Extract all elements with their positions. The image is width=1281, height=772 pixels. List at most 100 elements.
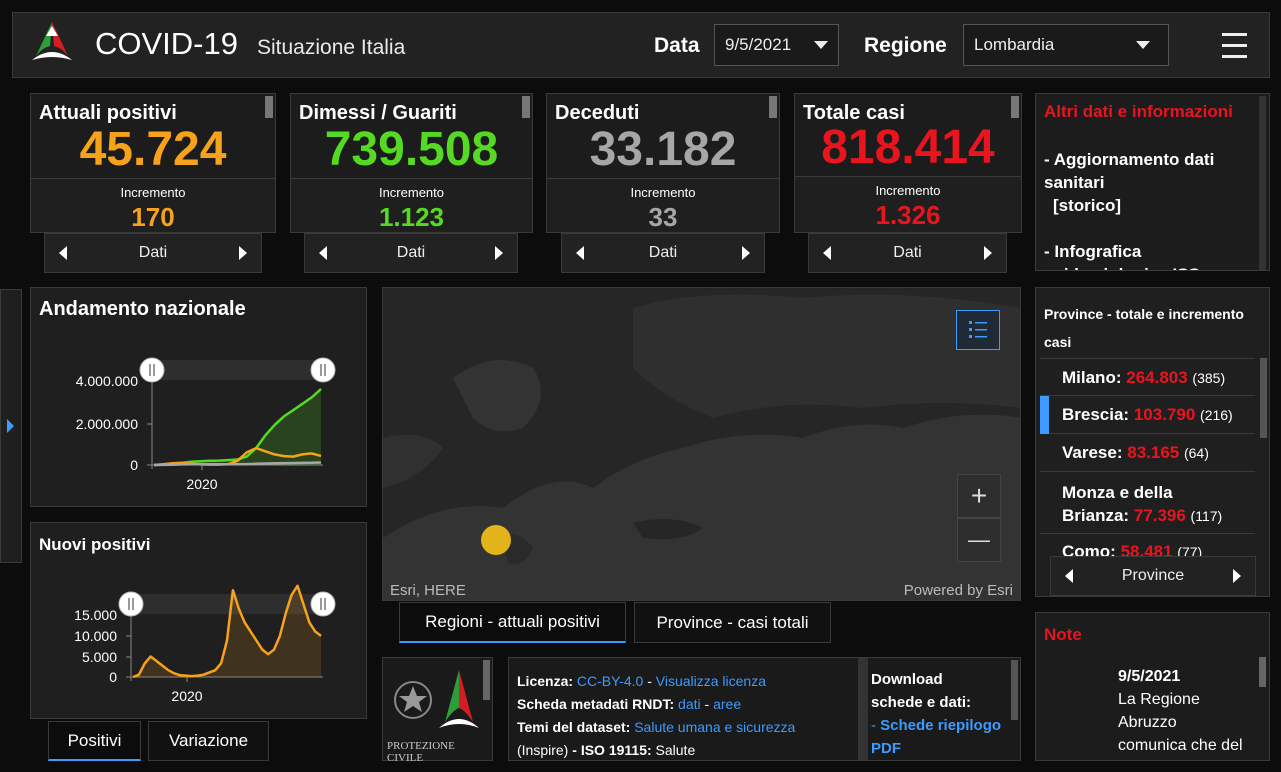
inspire-text: (Inspire): [517, 742, 569, 758]
y-tick-label: 10.000: [74, 628, 117, 644]
province-item-milano[interactable]: Milano: 264.803 (385): [1040, 358, 1255, 396]
tab-province-casi-totali[interactable]: Province - casi totali: [634, 602, 831, 643]
separator: -: [647, 673, 652, 689]
info-link-aggiornamento[interactable]: - Aggiornamento dati sanitari [storico]: [1044, 148, 1214, 217]
province-title-line: casi: [1044, 334, 1072, 350]
scrollbar[interactable]: [265, 96, 273, 118]
province-nav: Province: [1050, 556, 1256, 596]
date-select[interactable]: 9/5/2021: [714, 24, 839, 66]
prev-arrow-icon[interactable]: [1065, 569, 1073, 583]
license-view-link[interactable]: Visualizza licenza: [655, 673, 767, 689]
prev-arrow-icon[interactable]: [823, 246, 831, 260]
scrollbar[interactable]: [858, 658, 868, 760]
region-select[interactable]: Lombardia: [963, 24, 1169, 66]
prev-arrow-icon[interactable]: [576, 246, 584, 260]
region-marker[interactable]: [481, 525, 511, 555]
menu-icon[interactable]: [1222, 33, 1247, 66]
increment-value: 170: [131, 202, 175, 232]
next-arrow-icon[interactable]: [238, 246, 247, 260]
province-item-varese[interactable]: Varese: 83.165 (64): [1040, 434, 1255, 472]
province-title-line: Province - totale e incremento: [1044, 306, 1244, 322]
series-line: [132, 584, 322, 679]
stat-value: 818.414: [821, 121, 995, 174]
scrollbar[interactable]: [769, 96, 777, 118]
separator: -: [704, 696, 710, 712]
province-value: 83.165: [1127, 443, 1180, 462]
province-item-brescia[interactable]: Brescia: 103.790 (216): [1040, 396, 1255, 434]
themes-label: Temi del dataset:: [517, 719, 631, 735]
side-panel-toggle[interactable]: [0, 289, 22, 563]
download-pdf-link[interactable]: PDF: [871, 740, 901, 757]
province-value: 264.803: [1126, 368, 1188, 387]
iso-value: Salute: [655, 742, 696, 758]
stat-title: Attuali positivi: [39, 102, 177, 124]
range-slider-handle[interactable]: [139, 357, 165, 383]
y-tick-label: 15.000: [74, 607, 117, 623]
stat-nav-totale: Dati: [808, 233, 1007, 273]
y-tick-label: 0: [109, 669, 117, 685]
increment-label: Incremento: [630, 185, 696, 200]
x-tick-label: 2020: [171, 688, 202, 704]
range-slider-handle[interactable]: [310, 357, 336, 383]
province-name: Brianza:: [1062, 506, 1130, 525]
emblem-logo: [394, 670, 479, 728]
zoom-in-button[interactable]: +: [957, 474, 1001, 518]
selection-indicator: [1040, 396, 1049, 434]
y-tick-label: 4.000.000: [76, 373, 138, 389]
tab-regioni-attuali-positivi[interactable]: Regioni - attuali positivi: [399, 602, 626, 643]
increment-label: Incremento: [875, 183, 941, 198]
scrollbar[interactable]: [522, 96, 530, 118]
province-item-monza[interactable]: Monza e della Brianza: 77.396 (117): [1040, 472, 1255, 534]
scrollbar[interactable]: [1011, 96, 1019, 118]
metadata-aree-link[interactable]: aree: [713, 696, 742, 712]
area-chart: 15.000 10.000 5.000 0 2020: [74, 584, 336, 704]
range-slider-handle[interactable]: [310, 591, 336, 617]
region-label: Regione: [864, 34, 947, 57]
province-item-como[interactable]: Como: 58.481 (77): [1040, 534, 1255, 558]
chart-title: Nuovi positivi: [39, 535, 151, 554]
zoom-out-button[interactable]: —: [957, 518, 1001, 562]
scrollbar[interactable]: [1011, 660, 1018, 720]
stat-value: 739.508: [324, 123, 499, 176]
download-pdf-link[interactable]: Schede riepilogo: [880, 717, 1002, 734]
series-line: [153, 461, 322, 467]
scrollbar[interactable]: [1259, 96, 1266, 270]
province-increment: (77): [1177, 544, 1203, 558]
series-area: [133, 585, 321, 677]
license-label: Licenza:: [517, 673, 574, 689]
prev-arrow-icon[interactable]: [59, 246, 67, 260]
province-name: Como:: [1062, 542, 1116, 558]
scrollbar[interactable]: [1259, 657, 1266, 687]
province-increment: (64): [1183, 445, 1209, 461]
legend-list-icon[interactable]: [956, 310, 1000, 350]
download-section: Download schede e dati: - Schede riepilo…: [871, 668, 1001, 760]
map-view[interactable]: + — Esri, HERE Powered by Esri: [382, 287, 1021, 601]
metadata-dati-link[interactable]: dati: [678, 696, 701, 712]
stat-title: Totale casi: [803, 102, 905, 124]
y-tick-label: 0: [130, 457, 138, 473]
tab-variazione[interactable]: Variazione: [148, 721, 269, 761]
scrollbar[interactable]: [483, 660, 490, 700]
chart-andamento-nazionale: Andamento nazionale 4.000.000 2.000.000 0 2…: [30, 287, 367, 507]
license-link[interactable]: CC-BY-4.0: [576, 673, 644, 689]
province-panel: Province - totale e incremento casi Mila…: [1035, 287, 1270, 597]
province-title: Province - totale e incremento casi: [1044, 300, 1244, 356]
themes-link[interactable]: Salute umana e sicurezza: [634, 719, 796, 735]
next-arrow-icon[interactable]: [494, 246, 503, 260]
stat-nav-deceduti: Dati: [561, 233, 765, 273]
info-link-infografica[interactable]: - Infografica epidemiologica ISS: [1044, 240, 1200, 270]
map-attribution: Esri, HERE: [390, 582, 466, 599]
range-slider-handle[interactable]: [118, 591, 144, 617]
province-value: 103.790: [1133, 405, 1196, 424]
metadata-label: Scheda metadati RNDT:: [517, 696, 675, 712]
next-arrow-icon[interactable]: [741, 246, 750, 260]
date-label: Data: [654, 34, 700, 57]
tab-positivi[interactable]: Positivi: [48, 721, 141, 761]
next-arrow-icon[interactable]: [983, 246, 992, 260]
province-increment: (385): [1192, 370, 1226, 386]
increment-label: Incremento: [120, 185, 186, 200]
prev-arrow-icon[interactable]: [319, 246, 327, 260]
next-arrow-icon[interactable]: [1233, 569, 1241, 583]
scrollbar[interactable]: [1260, 358, 1267, 438]
nav-label: Dati: [138, 244, 168, 261]
